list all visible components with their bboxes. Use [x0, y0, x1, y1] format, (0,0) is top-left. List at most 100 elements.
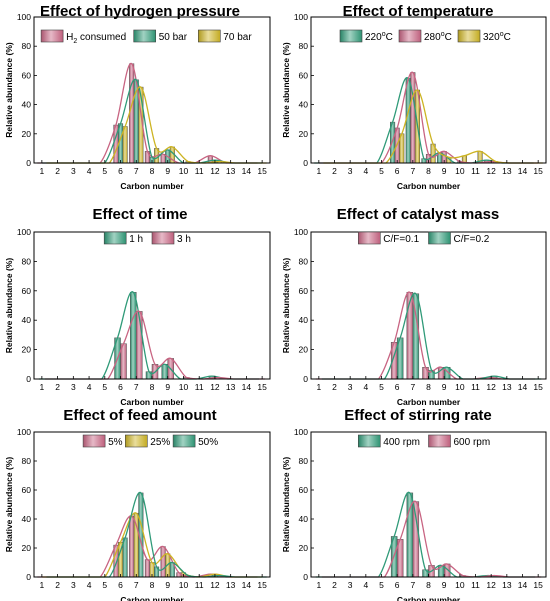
bar-pink-c7: [412, 501, 420, 578]
legend: H2 consumed 50 bar 70 bar: [40, 29, 252, 45]
x-tick-label: 9: [442, 166, 447, 176]
x-tick-label: 7: [410, 166, 415, 176]
x-tick-label: 8: [150, 166, 155, 176]
y-tick-label: 20: [22, 543, 32, 553]
bar-pink-c8: [422, 366, 429, 380]
x-tick-label: 10: [179, 166, 189, 176]
x-tick-label: 14: [518, 580, 528, 590]
x-tick-label: 8: [426, 580, 431, 590]
x-tick-label: 5: [102, 580, 107, 590]
y-axis-label: Relative abundance (%): [281, 42, 291, 138]
x-tick-label: 5: [379, 580, 384, 590]
x-tick-label: 12: [210, 382, 220, 392]
x-tick-label: 10: [179, 382, 189, 392]
legend: 220oC 280oC 320oC: [339, 29, 511, 43]
y-tick-label: 80: [22, 456, 32, 466]
chart-title: Effect of feed amount: [63, 407, 216, 424]
x-tick-label: 5: [102, 382, 107, 392]
x-tick-label: 6: [395, 166, 400, 176]
x-tick-label: 8: [150, 382, 155, 392]
y-tick-label: 60: [299, 70, 309, 80]
panel-4: Effect of catalyst mass Relative abundanc…: [281, 206, 547, 407]
x-tick-label: 7: [410, 580, 415, 590]
x-tick-label: 1: [39, 580, 44, 590]
chart-title: Effect of hydrogen pressure: [40, 3, 240, 20]
panel-5: Effect of feed amount Relative abundance …: [4, 407, 271, 601]
x-axis-label: Carbon number: [397, 181, 461, 191]
fit-curve-teal: [46, 492, 267, 578]
x-tick-label: 4: [87, 580, 92, 590]
x-tick-label: 10: [455, 166, 465, 176]
x-tick-label: 2: [332, 382, 337, 392]
y-tick-label: 0: [26, 374, 31, 384]
y-tick-label: 20: [22, 129, 32, 139]
x-tick-label: 6: [395, 580, 400, 590]
x-tick-label: 4: [363, 580, 368, 590]
x-axis-label: Carbon number: [397, 595, 461, 601]
legend-swatch-teal: [103, 231, 127, 245]
bar-pink-c7: [129, 63, 135, 164]
y-tick-label: 0: [26, 158, 31, 168]
y-tick-label: 80: [299, 456, 309, 466]
x-tick-label: 2: [332, 166, 337, 176]
x-tick-label: 14: [242, 580, 252, 590]
x-tick-label: 5: [379, 382, 384, 392]
y-axis-label: Relative abundance (%): [281, 258, 291, 354]
y-tick-label: 80: [299, 41, 309, 51]
legend-label: 400 rpm: [383, 437, 420, 448]
x-axis-label: Carbon number: [120, 181, 184, 191]
x-tick-label: 4: [87, 166, 92, 176]
legend-label: C/F=0.1: [383, 234, 419, 245]
y-tick-label: 40: [22, 315, 32, 325]
x-tick-label: 9: [442, 580, 447, 590]
x-tick-label: 7: [410, 382, 415, 392]
fit-curve-pink: [321, 500, 542, 578]
fit-curve-pink: [315, 291, 536, 380]
x-tick-label: 15: [533, 382, 543, 392]
y-tick-label: 40: [299, 100, 309, 110]
legend-label: 50 bar: [159, 32, 188, 43]
x-tick-label: 11: [195, 580, 204, 590]
legend-swatch-teal: [339, 29, 363, 43]
y-tick-label: 100: [17, 427, 31, 437]
x-tick-label: 15: [257, 580, 267, 590]
x-tick-label: 1: [316, 382, 321, 392]
bars: [390, 292, 498, 380]
bar-teal-c7: [405, 78, 411, 164]
legend-swatch-pink: [82, 434, 106, 448]
x-tick-label: 15: [533, 166, 543, 176]
legend-label: H2 consumed: [66, 32, 126, 45]
y-tick-label: 60: [22, 286, 32, 296]
bar-pink-c7: [406, 292, 414, 380]
y-axis-label: Relative abundance (%): [4, 42, 14, 138]
legend-label: 600 rpm: [454, 437, 491, 448]
x-tick-label: 8: [426, 166, 431, 176]
x-tick-label: 13: [502, 580, 512, 590]
x-tick-label: 11: [471, 166, 480, 176]
legend-swatch-yellow: [125, 434, 148, 448]
legend-label: 70 bar: [223, 32, 252, 43]
y-tick-label: 60: [299, 286, 309, 296]
x-tick-label: 12: [486, 382, 496, 392]
chart-title: Effect of catalyst mass: [337, 206, 500, 223]
x-tick-label: 3: [348, 166, 353, 176]
y-tick-label: 0: [26, 572, 31, 582]
y-tick-label: 40: [299, 315, 309, 325]
x-tick-label: 11: [195, 166, 204, 176]
x-tick-label: 14: [518, 382, 528, 392]
legend-label: 5%: [108, 437, 123, 448]
x-tick-label: 1: [316, 580, 321, 590]
bar-pink-c9: [160, 546, 166, 578]
x-tick-label: 13: [226, 382, 236, 392]
x-tick-label: 9: [165, 166, 170, 176]
legend-label: 3 h: [177, 234, 191, 245]
y-axis-label: Relative abundance (%): [4, 457, 14, 553]
x-tick-label: 12: [486, 166, 496, 176]
x-tick-label: 2: [332, 580, 337, 590]
x-tick-label: 9: [442, 382, 447, 392]
x-tick-label: 2: [55, 382, 60, 392]
y-tick-label: 60: [22, 485, 32, 495]
bar-pink-c7: [129, 515, 135, 578]
y-axis-label: Relative abundance (%): [281, 457, 291, 553]
x-tick-label: 4: [87, 382, 92, 392]
